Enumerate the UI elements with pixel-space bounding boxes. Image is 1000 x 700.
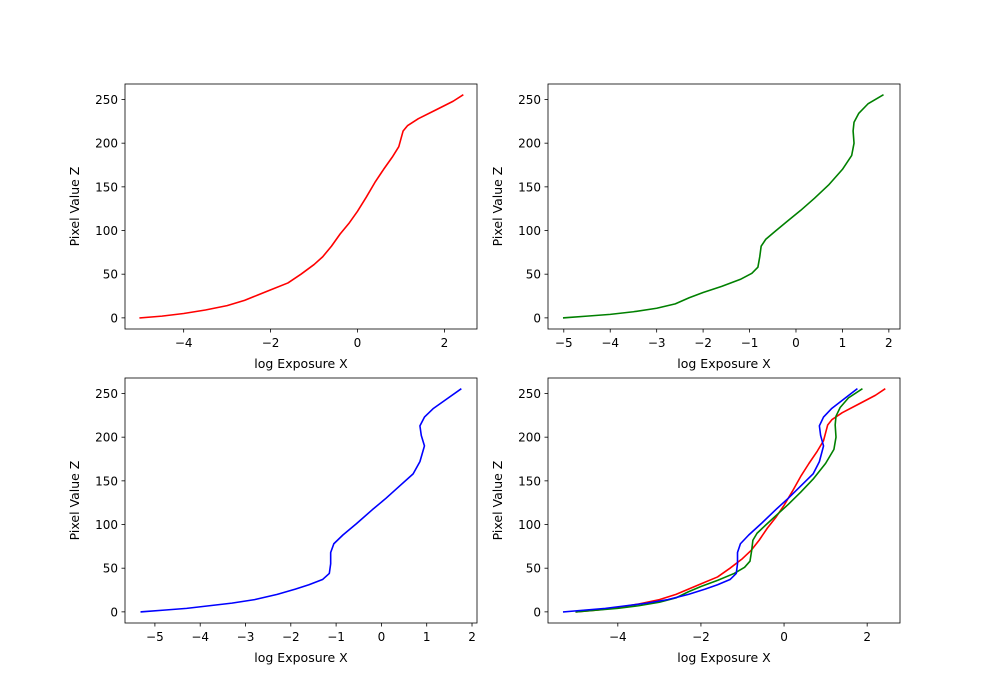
subplot-bottom-right: −4 −2 0 2 0 50 100 150 200 250 log Exposure X Pixel… [490, 377, 901, 665]
y-tick-label: 0 [533, 311, 541, 325]
y-tick-label: 100 [518, 224, 541, 238]
x-tick-label: 1 [423, 630, 431, 644]
y-tick-label: 100 [518, 518, 541, 532]
y-axis-label: Pixel Value Z [67, 167, 82, 247]
y-tick-label: 250 [95, 387, 118, 401]
x-tick-label: −3 [648, 336, 666, 350]
y-tick-label: 150 [518, 180, 541, 194]
y-tick-label: 150 [95, 474, 118, 488]
x-tick-label: −1 [327, 630, 345, 644]
x-axis-label: log Exposure X [677, 356, 771, 371]
y-tick-label: 50 [103, 562, 118, 576]
subplot-bottom-left: −5 −4 −3 −2 −1 0 1 2 0 50 100 150 200 250 log Exposure… [67, 377, 478, 665]
x-tick-label: 2 [468, 630, 476, 644]
y-tick-label: 250 [95, 93, 118, 107]
x-tick-label: −3 [237, 630, 255, 644]
y-tick-label: 0 [533, 605, 541, 619]
x-tick-label: −4 [601, 336, 619, 350]
axes-frame [124, 377, 478, 624]
series-line-blue [140, 388, 462, 613]
series-line-red [575, 388, 886, 613]
x-tick-label: −5 [555, 336, 573, 350]
y-tick-label: 50 [103, 268, 118, 282]
x-axis-label: log Exposure X [254, 650, 348, 665]
y-tick-label: 150 [518, 474, 541, 488]
x-tick-label: −5 [146, 630, 164, 644]
y-tick-label: 200 [95, 431, 118, 445]
x-tick-label: 1 [839, 336, 847, 350]
x-tick-label: 2 [863, 630, 871, 644]
x-axis-label: log Exposure X [677, 650, 771, 665]
x-tick-label: 0 [780, 630, 788, 644]
y-tick-label: 100 [95, 224, 118, 238]
x-tick-label: 0 [354, 336, 362, 350]
series-line-green [562, 94, 884, 319]
y-tick-label: 50 [526, 268, 541, 282]
axes-frame [547, 83, 901, 330]
x-tick-label: −4 [191, 630, 209, 644]
y-tick-label: 0 [110, 605, 118, 619]
y-tick-label: 200 [95, 137, 118, 151]
y-axis-label: Pixel Value Z [490, 461, 505, 541]
y-tick-label: 250 [518, 387, 541, 401]
axes-frame [547, 377, 901, 624]
y-tick-label: 250 [518, 93, 541, 107]
axes-frame [124, 83, 478, 330]
x-tick-label: −2 [692, 630, 710, 644]
x-tick-label: −2 [262, 336, 280, 350]
x-tick-label: −4 [175, 336, 193, 350]
y-tick-label: 200 [518, 137, 541, 151]
y-tick-label: 200 [518, 431, 541, 445]
x-tick-label: −2 [282, 630, 300, 644]
subplot-top-left: −4 −2 0 2 0 50 100 150 200 250 log Exposure X Pixel… [67, 83, 478, 371]
x-tick-label: 2 [441, 336, 449, 350]
y-axis-label: Pixel Value Z [67, 461, 82, 541]
y-axis-label: Pixel Value Z [490, 167, 505, 247]
y-tick-label: 0 [110, 311, 118, 325]
x-tick-label: 0 [378, 630, 386, 644]
x-tick-label: −1 [741, 336, 759, 350]
y-tick-label: 100 [95, 518, 118, 532]
series-line-blue [562, 388, 858, 613]
subplot-top-right: −5 −4 −3 −2 −1 0 1 2 0 50 100 150 200 250 log Exposure… [490, 83, 901, 371]
x-tick-label: −4 [609, 630, 627, 644]
x-axis-label: log Exposure X [254, 356, 348, 371]
y-tick-label: 150 [95, 180, 118, 194]
x-tick-label: 2 [885, 336, 893, 350]
series-line-red [139, 94, 464, 319]
x-tick-label: 0 [792, 336, 800, 350]
x-tick-label: −2 [694, 336, 712, 350]
y-tick-label: 50 [526, 562, 541, 576]
